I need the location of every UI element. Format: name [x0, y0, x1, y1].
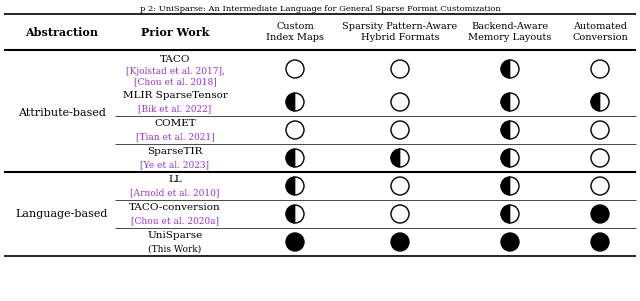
Text: [Tian et al. 2021]: [Tian et al. 2021] [136, 132, 214, 141]
Text: [Arnold et al. 2010]: [Arnold et al. 2010] [131, 188, 220, 197]
Circle shape [501, 205, 519, 223]
Text: Attribute-based: Attribute-based [18, 108, 106, 119]
Circle shape [591, 177, 609, 195]
Wedge shape [501, 121, 510, 139]
Wedge shape [286, 93, 295, 111]
Wedge shape [501, 149, 510, 167]
Circle shape [501, 149, 519, 167]
Circle shape [501, 121, 519, 139]
Wedge shape [286, 177, 295, 195]
Circle shape [591, 121, 609, 139]
Wedge shape [286, 205, 295, 223]
Text: [Ye et al. 2023]: [Ye et al. 2023] [141, 160, 209, 169]
Text: Backend-Aware
Memory Layouts: Backend-Aware Memory Layouts [468, 22, 552, 42]
Circle shape [391, 149, 409, 167]
Text: [Bik et al. 2022]: [Bik et al. 2022] [138, 104, 212, 113]
Circle shape [501, 233, 519, 251]
Text: [Chou et al. 2020a]: [Chou et al. 2020a] [131, 216, 219, 225]
Circle shape [591, 205, 609, 223]
Wedge shape [286, 149, 295, 167]
Circle shape [286, 233, 304, 251]
Text: SparseTIR: SparseTIR [147, 147, 203, 157]
Wedge shape [391, 149, 400, 167]
Text: MLIR SparseTensor: MLIR SparseTensor [123, 92, 227, 101]
Wedge shape [501, 93, 510, 111]
Circle shape [591, 60, 609, 78]
Text: Prior Work: Prior Work [141, 26, 209, 38]
Circle shape [391, 205, 409, 223]
Circle shape [501, 93, 519, 111]
Circle shape [591, 233, 609, 251]
Text: LL: LL [168, 175, 182, 185]
Text: (This Work): (This Work) [148, 244, 202, 253]
Circle shape [391, 233, 409, 251]
Text: COMET: COMET [154, 119, 196, 129]
Circle shape [391, 60, 409, 78]
Wedge shape [501, 205, 510, 223]
Text: UniSparse: UniSparse [147, 231, 203, 240]
Circle shape [286, 149, 304, 167]
Circle shape [286, 177, 304, 195]
Text: p 2: UniSparse: An Intermediate Language for General Sparse Format Customization: p 2: UniSparse: An Intermediate Language… [140, 5, 500, 13]
Circle shape [286, 60, 304, 78]
Wedge shape [591, 93, 600, 111]
Circle shape [501, 60, 519, 78]
Circle shape [286, 205, 304, 223]
Text: TACO-conversion: TACO-conversion [129, 203, 221, 213]
Circle shape [591, 149, 609, 167]
Wedge shape [501, 177, 510, 195]
Text: [Kjolstad et al. 2017],: [Kjolstad et al. 2017], [125, 67, 225, 76]
Circle shape [391, 93, 409, 111]
Circle shape [391, 177, 409, 195]
Text: Abstraction: Abstraction [26, 26, 99, 38]
Circle shape [286, 121, 304, 139]
Circle shape [286, 93, 304, 111]
Text: Automated
Conversion: Automated Conversion [572, 22, 628, 42]
Text: TACO: TACO [160, 54, 190, 64]
Text: Custom
Index Maps: Custom Index Maps [266, 22, 324, 42]
Circle shape [391, 121, 409, 139]
Text: Sparsity Pattern-Aware
Hybrid Formats: Sparsity Pattern-Aware Hybrid Formats [342, 22, 458, 42]
Text: Language-based: Language-based [16, 209, 108, 219]
Circle shape [591, 93, 609, 111]
Text: [Chou et al. 2018]: [Chou et al. 2018] [134, 77, 216, 86]
Wedge shape [501, 60, 510, 78]
Circle shape [501, 177, 519, 195]
